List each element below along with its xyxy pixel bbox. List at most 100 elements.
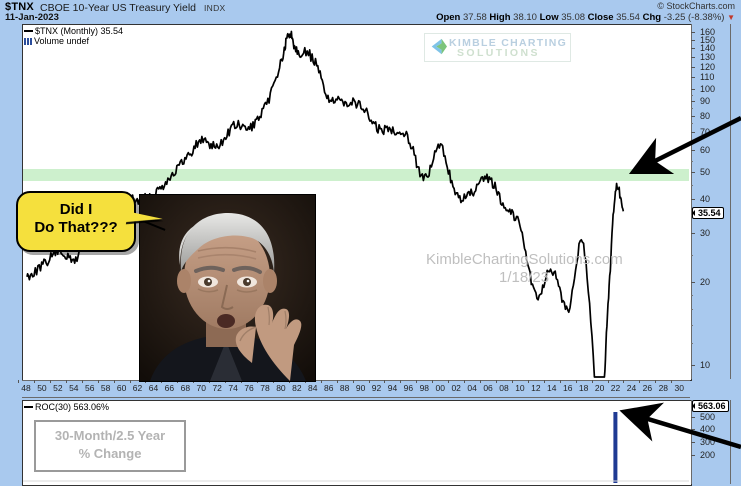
x-tick-label: 48 <box>21 383 31 393</box>
y-tick-mark <box>691 365 695 367</box>
x-tick-mark <box>18 380 20 383</box>
y-tick-label: 20 <box>700 277 711 288</box>
y-minor-tick <box>691 94 693 96</box>
x-tick-label: 06 <box>483 383 493 393</box>
kimble-charting-logo: KIMBLE CHARTING SOLUTIONS <box>424 33 571 62</box>
x-tick-label: 76 <box>244 383 254 393</box>
x-tick-label: 72 <box>212 383 222 393</box>
y-tick-label: 70 <box>700 126 711 137</box>
roc-line-swatch-icon <box>24 406 33 408</box>
y-tick-label: 130 <box>700 52 716 63</box>
y-tick-mark <box>691 282 695 284</box>
roc-y-tick-mark <box>691 454 695 456</box>
x-tick-label: 02 <box>451 383 461 393</box>
roc-y-axis: 500 400 300 200 563.06 <box>691 400 741 484</box>
callout-line-1: Did I <box>59 201 93 218</box>
x-tick-label: 26 <box>642 383 653 393</box>
y-tick-mark <box>691 32 695 34</box>
x-tick-mark <box>352 380 354 383</box>
chart-header: $TNX CBOE 10-Year US Treasury Yield INDX… <box>0 0 741 24</box>
high-value: 38.10 <box>513 12 537 23</box>
x-tick-label: 24 <box>626 383 637 393</box>
y-minor-tick <box>691 343 693 345</box>
x-tick-label: 60 <box>116 383 127 393</box>
roc-y-tick-mark <box>691 442 695 443</box>
y-tick-label: 160 <box>700 27 716 38</box>
x-tick-label: 82 <box>292 383 302 393</box>
x-tick-mark <box>432 380 434 383</box>
symbol-index-tag: INDX <box>204 3 226 13</box>
y-tick-label: 90 <box>700 96 711 107</box>
y-axis-right-rule <box>730 24 731 379</box>
logo-line-1: KIMBLE CHARTING <box>449 37 568 49</box>
roc-annotation-box: 30-Month/2.5 Year % Change <box>34 420 186 472</box>
x-tick-mark <box>448 380 450 383</box>
y-tick-label: 100 <box>700 83 716 94</box>
x-tick-label: 54 <box>69 383 79 393</box>
roc-last-value-flag: 563.06 <box>691 400 729 412</box>
y-tick-label: 110 <box>700 72 715 83</box>
roc-y-tick-mark <box>691 416 695 418</box>
price-legend: $TNX (Monthly) 35.54 Volume undef <box>24 26 123 46</box>
roc-y-axis-right-rule <box>730 400 731 484</box>
roc-y-tick-label: 300 <box>700 437 716 447</box>
quote-date: 11-Jan-2023 <box>5 12 59 23</box>
x-tick-mark <box>543 380 545 383</box>
x-tick-label: 98 <box>419 383 430 393</box>
y-tick-mark <box>691 48 695 50</box>
x-tick-label: 80 <box>276 383 286 393</box>
callout-text: Did I Do That??? <box>18 201 134 237</box>
y-tick-mark <box>691 101 695 103</box>
ohlc-quote-bar: Open 37.58 High 38.10 Low 35.08 Close 35… <box>436 12 735 23</box>
x-tick-label: 08 <box>499 383 509 393</box>
x-tick-label: 92 <box>371 383 382 393</box>
change-value: -3.25 (-8.38%) <box>663 12 725 23</box>
stockcharts-credit: © StockCharts.com <box>657 1 735 11</box>
change-label: Chg <box>642 12 662 23</box>
symbol-ticker[interactable]: $TNX <box>5 1 34 13</box>
x-tick-label: 10 <box>515 383 525 393</box>
line-swatch-icon <box>24 30 33 32</box>
low-value: 35.08 <box>561 12 586 23</box>
roc-y-tick-label: 200 <box>700 449 716 460</box>
x-tick-label: 56 <box>84 383 95 393</box>
x-tick-label: 14 <box>547 383 557 393</box>
roc-bars <box>23 412 689 483</box>
x-tick-mark <box>65 380 67 383</box>
y-tick-label: 120 <box>700 61 716 72</box>
price-y-axis: 160 150 140 130 120 110 100 90 80 70 60 50 40 30 20 10 3… <box>691 24 741 379</box>
x-tick-mark <box>416 380 418 383</box>
watermark-site: KimbleChartingSolutions.com <box>426 251 623 268</box>
x-tick-mark <box>655 380 657 383</box>
y-minor-tick <box>691 324 693 326</box>
x-tick-label: 64 <box>148 383 159 393</box>
x-tick-label: 30 <box>674 383 684 393</box>
x-tick-mark <box>384 380 386 383</box>
roc-annotation-line-2: % Change <box>78 446 142 461</box>
x-tick-label: 16 <box>562 383 573 393</box>
y-tick-mark <box>691 115 695 117</box>
x-tick-label: 68 <box>180 383 191 393</box>
y-tick-mark <box>691 198 695 200</box>
open-label: Open <box>436 12 461 23</box>
close-value: 35.54 <box>616 12 640 23</box>
y-tick-label: 60 <box>700 145 711 156</box>
y-minor-tick <box>691 184 693 186</box>
x-tick-label: 12 <box>531 383 541 393</box>
volume-legend-label: Volume undef <box>34 36 90 46</box>
x-tick-label: 20 <box>594 383 605 393</box>
x-tick-label: 28 <box>658 383 669 393</box>
x-tick-label: 94 <box>387 383 398 393</box>
x-tick-label: 04 <box>467 383 477 393</box>
y-tick-label: 50 <box>700 167 711 177</box>
x-tick-label: 84 <box>308 383 318 393</box>
open-value: 37.58 <box>463 12 487 23</box>
y-minor-tick <box>691 108 693 110</box>
x-tick-mark <box>400 380 402 383</box>
y-minor-tick <box>691 255 693 257</box>
y-minor-tick <box>691 308 693 310</box>
symbol-description: CBOE 10-Year US Treasury Yield <box>40 2 197 14</box>
x-tick-label: 70 <box>196 383 206 393</box>
y-tick-label: 150 <box>700 35 716 46</box>
price-legend-label: $TNX (Monthly) 35.54 <box>35 26 124 36</box>
